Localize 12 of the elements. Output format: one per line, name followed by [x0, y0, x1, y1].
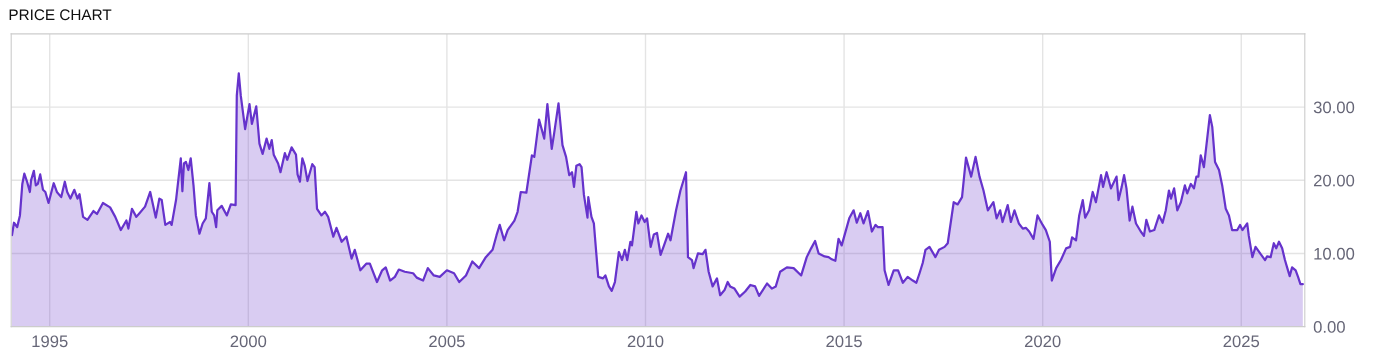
x-tick-label: 1995 [32, 335, 68, 348]
x-tick-label: 2005 [429, 335, 465, 348]
x-tick-label: 2010 [627, 335, 664, 348]
y-tick-label: 20.00 [1313, 174, 1355, 187]
y-tick-label: 30.00 [1313, 101, 1355, 114]
x-tick-label: 2025 [1223, 335, 1260, 348]
chart-title: PRICE CHART [9, 9, 112, 21]
x-tick-label: 2000 [230, 335, 267, 348]
x-tick-label: 2015 [826, 335, 862, 348]
x-tick-label: 2020 [1024, 335, 1061, 348]
y-tick-label: 10.00 [1314, 247, 1355, 260]
y-tick-label: 0.00 [1313, 321, 1345, 333]
